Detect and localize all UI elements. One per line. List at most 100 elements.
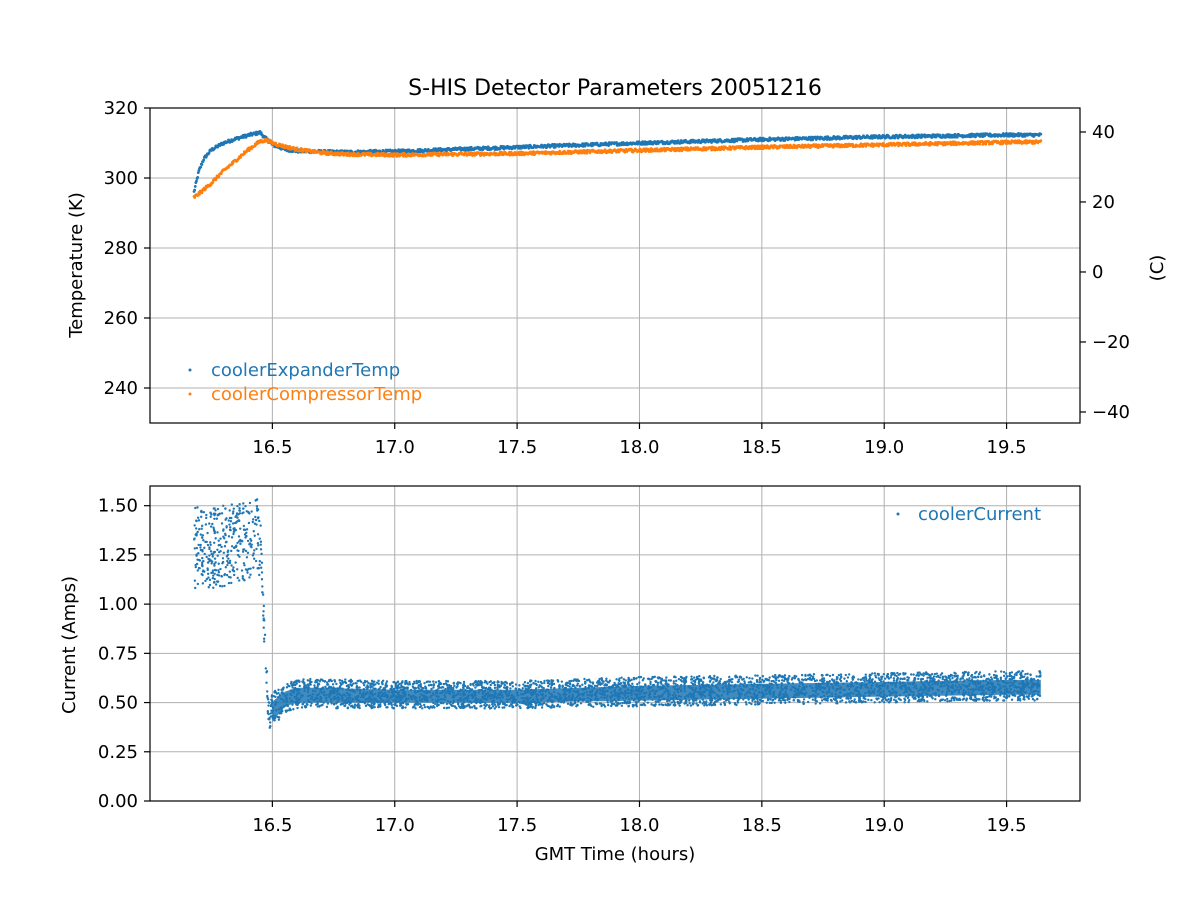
current-point [907,698,911,702]
current-point [882,672,886,676]
current-point [673,675,676,678]
current-point [246,539,250,543]
current-point [903,698,907,702]
current-point [242,578,245,581]
current-point [330,679,333,683]
current-point [639,675,643,679]
current-point [1025,695,1028,698]
current-point [636,683,639,686]
series-0-point [607,144,611,147]
current-point [225,540,228,544]
current-point [756,700,759,703]
current-point [254,559,258,563]
current-point [843,677,846,680]
series-0-point [356,149,360,153]
right-y-tick-label: −20 [1092,332,1130,353]
current-point [204,579,207,583]
current-point [917,677,920,681]
current-point [233,521,237,525]
legend-label-expander: coolerExpanderTemp [211,360,400,381]
series-1-point [239,155,243,159]
current-point [215,517,219,520]
current-point [223,537,226,540]
current-point [362,683,366,687]
current-point [493,686,497,690]
current-point [208,578,212,582]
current-point [632,704,636,707]
current-point [844,701,848,704]
current-point [333,679,336,682]
current-point [598,677,601,681]
current-point [943,699,947,702]
current-point [266,710,270,713]
current-point [260,571,264,574]
current-point [255,505,259,508]
current-point [226,563,229,567]
current-point [197,519,201,522]
current-point [693,676,696,679]
series-0-point [207,151,211,155]
current-point [210,571,213,575]
current-point [217,569,220,572]
current-point [237,535,241,538]
current-point [768,676,771,679]
current-point [884,677,887,680]
current-point [249,573,252,576]
current-point [193,547,196,550]
current-point [852,700,856,703]
current-point [277,718,281,721]
current-point [241,550,245,553]
current-point [873,672,877,675]
current-point [678,704,681,707]
temperature-y-axis-label: Temperature (K) [66,192,87,339]
series-1-point [200,191,204,195]
current-point [326,702,330,705]
current-point [751,677,754,680]
current-point [665,676,668,679]
current-point [216,548,219,551]
current-point [258,537,261,540]
current-point [216,507,220,511]
current-point [727,678,731,681]
current-point [511,685,514,688]
current-point [221,560,225,564]
current-point [654,680,657,683]
current-point [262,637,266,640]
current-point [503,706,506,709]
current-point [405,686,408,689]
current-point [705,700,708,703]
current-point [223,573,226,577]
current-point [217,574,221,577]
current-point [204,523,208,526]
current-point [987,677,990,681]
current-point [408,683,412,686]
x-tick-label: 17.5 [497,437,537,458]
current-point [220,545,223,549]
current-point [329,685,333,689]
current-point [263,633,267,637]
series-1-point [198,192,201,196]
current-point [489,683,492,687]
series-1-point [585,151,589,155]
y-tick-label: 240 [104,378,138,399]
current-point [962,674,965,677]
current-point [514,683,518,686]
current-point [258,560,262,563]
current-point [1000,670,1003,673]
current-point [961,677,965,680]
series-0-point [193,188,197,192]
current-point [787,678,790,681]
current-point [631,682,634,686]
current-point [203,552,206,556]
current-point [689,704,693,707]
current-point [840,675,843,678]
series-0-point [665,140,669,143]
current-point [208,546,211,549]
celsius-y-axis-label: (C) [1147,255,1168,282]
current-point [1002,670,1006,674]
current-point [194,565,197,569]
current-point [858,697,862,701]
current-point [593,684,597,688]
current-point [269,712,273,715]
current-point [973,675,977,679]
